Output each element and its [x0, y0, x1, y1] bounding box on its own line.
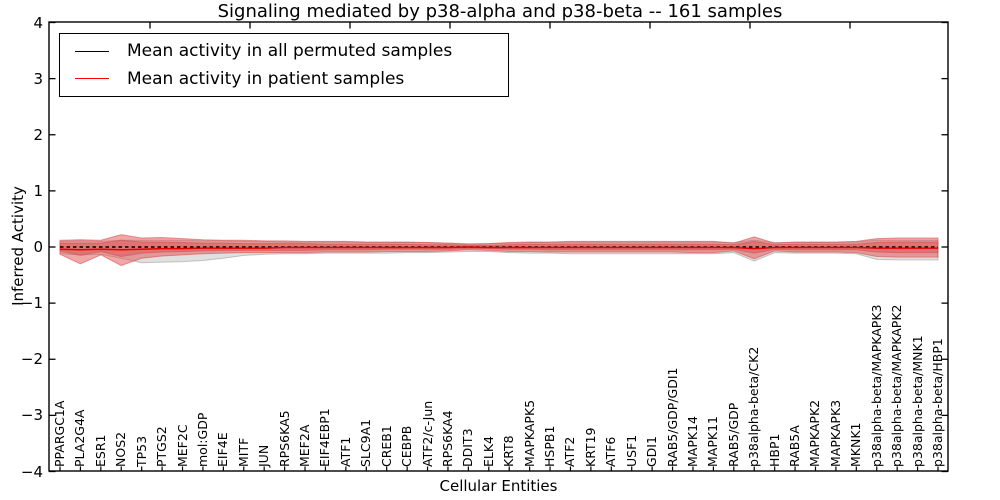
x-tick-label: MEF2C: [174, 424, 190, 467]
x-tick-label: RAB5A: [787, 425, 803, 467]
x-axis-label: Cellular Entities: [439, 477, 558, 495]
x-tick-label: MKNK1: [848, 422, 864, 467]
x-tick-label: p38alpha-beta/MAPKAPK2: [889, 304, 905, 468]
y-tick-label: 3: [33, 69, 43, 88]
y-tick-label: 0: [33, 238, 43, 256]
x-tick-label: mol:GDP: [194, 412, 210, 467]
x-tick-label: TP53: [133, 435, 149, 467]
x-tick-label: PPARGC1A: [52, 400, 67, 467]
x-tick-label: RPS6KA4: [439, 410, 455, 467]
x-tick-label: ATF1: [337, 436, 353, 467]
x-tick-label: PLA2G4A: [72, 409, 88, 467]
x-tick-label: RAB5/GDP/GDI1: [664, 367, 680, 467]
x-tick-label: CREB1: [378, 425, 394, 467]
x-tick-label: MAPKAPK3: [827, 399, 843, 467]
x-tick-label: MAPK14: [684, 416, 700, 467]
y-tick-label: −3: [20, 406, 43, 425]
legend-line-black: [75, 50, 109, 52]
x-tick-label: NOS2: [113, 431, 129, 467]
x-tick-label: ATF6: [603, 436, 619, 467]
y-tick-label: 2: [33, 125, 43, 144]
x-tick-label: EIF4E: [215, 432, 231, 467]
chart-title: Signaling mediated by p38-alpha and p38-…: [217, 1, 783, 22]
x-tick-label: USF1: [623, 434, 639, 467]
y-tick-label: −2: [20, 350, 43, 369]
x-tick-label: PTGS2: [154, 426, 170, 467]
x-tick-label: KRT8: [501, 435, 517, 467]
x-tick-label: ATF2/c-Jun: [419, 400, 435, 467]
x-tick-label: KRT19: [582, 427, 598, 467]
legend-line-red: [75, 78, 109, 80]
y-tick-label: −1: [20, 294, 43, 313]
x-tick-label: ESR1: [92, 434, 108, 467]
x-tick-label: ATF2: [562, 436, 578, 467]
y-tick-label: 4: [33, 13, 43, 32]
x-tick-label: GDI1: [644, 436, 660, 467]
x-tick-label: MAPKAPK5: [521, 399, 537, 467]
y-tick-label: 1: [33, 181, 43, 200]
x-tick-label: HSPB1: [542, 425, 558, 467]
legend-label-permuted: Mean activity in all permuted samples: [127, 41, 453, 62]
legend-label-patient: Mean activity in patient samples: [127, 68, 405, 89]
legend-entry-permuted: Mean activity in all permuted samples: [60, 41, 508, 61]
x-tick-label: MEF2A: [297, 424, 313, 467]
x-tick-label: RPS6KA5: [276, 410, 292, 467]
x-tick-label: JUN: [256, 444, 272, 467]
x-tick-label: p38alpha-beta/HBP1: [930, 338, 945, 467]
x-tick-label: p38alpha-beta/MNK1: [909, 335, 925, 467]
x-tick-label: MITF: [235, 437, 251, 467]
y-tick-label: −4: [20, 462, 43, 481]
x-tick-label: RAB5/GDP: [725, 402, 741, 467]
x-tick-label: DDIT3: [460, 428, 476, 467]
x-tick-label: ELK4: [480, 435, 496, 467]
x-tick-label: HBP1: [766, 433, 782, 467]
legend: Mean activity in all permuted samples Me…: [59, 33, 509, 97]
x-tick-label: p38alpha-beta/MAPKAPK3: [868, 304, 884, 468]
x-tick-label: p38alpha-beta/CK2: [746, 346, 762, 467]
x-tick-label: MAPKAPK2: [807, 399, 823, 467]
x-tick-label: CEBPB: [399, 425, 415, 467]
x-tick-label: SLC9A1: [358, 418, 374, 467]
x-tick-label: EIF4EBP1: [317, 408, 333, 467]
legend-entry-patient: Mean activity in patient samples: [60, 69, 508, 89]
x-tick-label: MAPK11: [705, 416, 721, 467]
